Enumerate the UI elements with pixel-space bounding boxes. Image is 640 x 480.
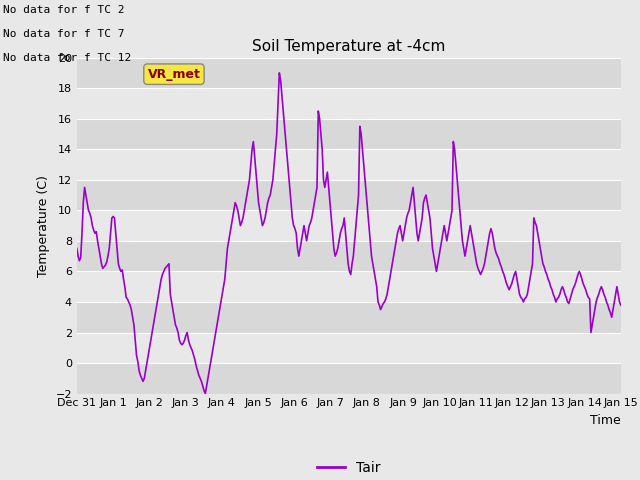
Bar — [77, 210, 621, 241]
Bar — [77, 58, 621, 88]
Y-axis label: Temperature (C): Temperature (C) — [37, 175, 50, 276]
Text: No data for f TC 7: No data for f TC 7 — [3, 29, 125, 39]
Text: No data for f TC 12: No data for f TC 12 — [3, 53, 131, 63]
Text: VR_met: VR_met — [147, 68, 200, 81]
Legend: Tair: Tair — [312, 456, 386, 480]
Bar — [77, 180, 621, 210]
Bar — [77, 363, 621, 394]
Bar — [77, 271, 621, 302]
Text: No data for f TC 2: No data for f TC 2 — [3, 5, 125, 15]
Bar — [77, 119, 621, 149]
Bar — [77, 241, 621, 271]
Bar — [77, 302, 621, 333]
Bar — [77, 333, 621, 363]
Bar — [77, 149, 621, 180]
X-axis label: Time: Time — [590, 414, 621, 427]
Title: Soil Temperature at -4cm: Soil Temperature at -4cm — [252, 39, 445, 54]
Bar — [77, 88, 621, 119]
